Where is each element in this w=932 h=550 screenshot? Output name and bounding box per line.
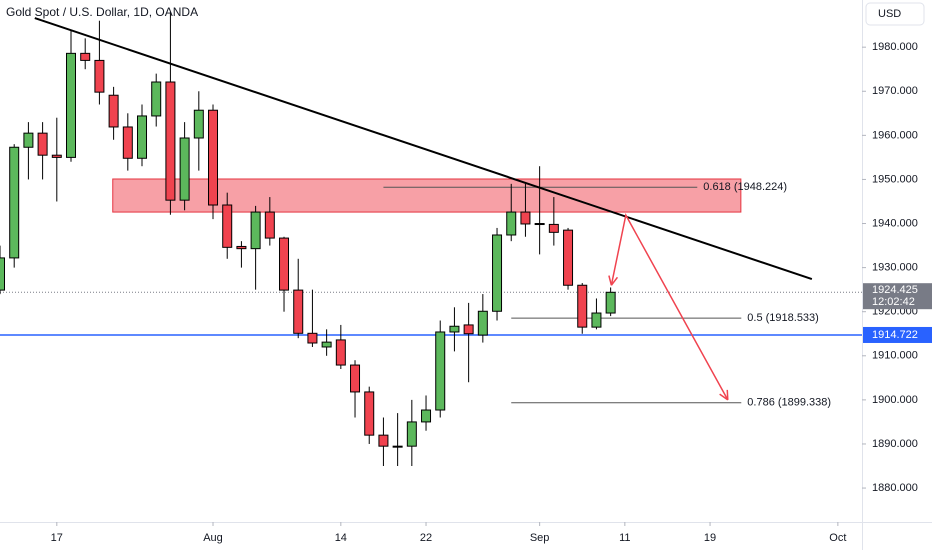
x-tick-label: Oct xyxy=(829,532,846,544)
fib-label: 0.786 (1899.338) xyxy=(747,397,831,409)
arrow-head xyxy=(719,393,729,401)
candle-body xyxy=(165,81,176,201)
candle-body xyxy=(307,332,318,344)
candle-body xyxy=(435,331,446,411)
x-tick-label: 11 xyxy=(619,532,630,544)
candle-body xyxy=(350,364,361,393)
y-tick-label: 1980.000 xyxy=(872,41,918,53)
projection-path xyxy=(610,213,729,401)
candle-body xyxy=(193,109,204,139)
candle-body xyxy=(506,211,517,236)
candle-body xyxy=(222,204,233,248)
candle-body xyxy=(236,245,247,250)
candle-body xyxy=(321,341,332,348)
x-tick-label: 22 xyxy=(420,532,432,544)
candle-body xyxy=(563,229,574,286)
last-price-box xyxy=(863,283,932,310)
currency-button[interactable] xyxy=(865,2,925,26)
x-tick-label: 19 xyxy=(704,532,716,544)
x-tick-label: 14 xyxy=(335,532,347,544)
x-tick-label: Sep xyxy=(530,532,550,544)
candle-body xyxy=(208,109,219,206)
candle-body xyxy=(421,409,432,423)
candle-body xyxy=(94,59,105,93)
price-line-label: 1914.722 xyxy=(872,329,918,341)
candle-body xyxy=(137,115,148,159)
arrow-head xyxy=(608,275,613,286)
candle-body xyxy=(378,434,389,447)
candle-body xyxy=(23,132,34,148)
y-tick-label: 1880.000 xyxy=(872,482,918,494)
candle-body xyxy=(392,445,403,448)
y-tick-label: 1960.000 xyxy=(872,129,918,141)
candle-body xyxy=(534,223,545,226)
y-tick-label: 1970.000 xyxy=(872,85,918,97)
candle-body xyxy=(591,312,602,328)
candle-body xyxy=(250,211,261,250)
x-tick-label: 17 xyxy=(51,532,63,544)
fib-label: 0.618 (1948.224) xyxy=(703,181,787,193)
candle-body xyxy=(364,391,375,436)
resistance-zone xyxy=(112,178,742,213)
candle-body xyxy=(151,81,162,117)
candle-body xyxy=(335,339,346,366)
fib-label: 0.5 (1918.533) xyxy=(747,312,819,324)
candle-body xyxy=(9,146,20,259)
y-tick-label: 1910.000 xyxy=(872,350,918,362)
x-tick-label: Aug xyxy=(203,532,223,544)
candle-body xyxy=(66,52,77,158)
candle-body xyxy=(406,421,417,447)
arrow-head xyxy=(610,276,619,286)
chart-title: Gold Spot / U.S. Dollar, 1D, OANDA xyxy=(6,5,198,19)
candle-body xyxy=(520,211,531,225)
plot-area: 0.618 (1948.224) 0.5 (1918.533) 0.786 (189… xyxy=(0,11,862,467)
arrow-head xyxy=(726,389,729,400)
y-tick-label: 1890.000 xyxy=(872,438,918,450)
y-tick-label: 1950.000 xyxy=(872,173,918,185)
candle-body xyxy=(80,52,91,61)
last-price-label: 1924.425 xyxy=(872,284,918,296)
candle-body xyxy=(492,234,503,312)
candle-body xyxy=(477,310,488,336)
countdown-label: 12:02:42 xyxy=(872,296,915,308)
candle-body xyxy=(449,325,460,333)
candle-body xyxy=(0,257,5,291)
trendline xyxy=(34,17,813,281)
candle-body xyxy=(37,132,48,156)
y-tick-label: 1940.000 xyxy=(872,217,918,229)
y-tick-label: 1930.000 xyxy=(872,262,918,274)
candle-body xyxy=(577,284,588,328)
candle-body xyxy=(463,324,474,335)
candle-body xyxy=(548,223,559,233)
price-line-box xyxy=(863,326,932,343)
candle-body xyxy=(264,211,275,239)
candle-body xyxy=(293,289,304,334)
candle-body xyxy=(122,126,133,159)
y-tick-label: 1900.000 xyxy=(872,394,918,406)
currency[interactable]: USD xyxy=(878,8,901,20)
candle-body xyxy=(279,237,290,291)
candle-body xyxy=(108,94,119,128)
candle-body xyxy=(51,154,62,158)
candle-body xyxy=(179,137,190,201)
candle-body xyxy=(605,291,616,314)
